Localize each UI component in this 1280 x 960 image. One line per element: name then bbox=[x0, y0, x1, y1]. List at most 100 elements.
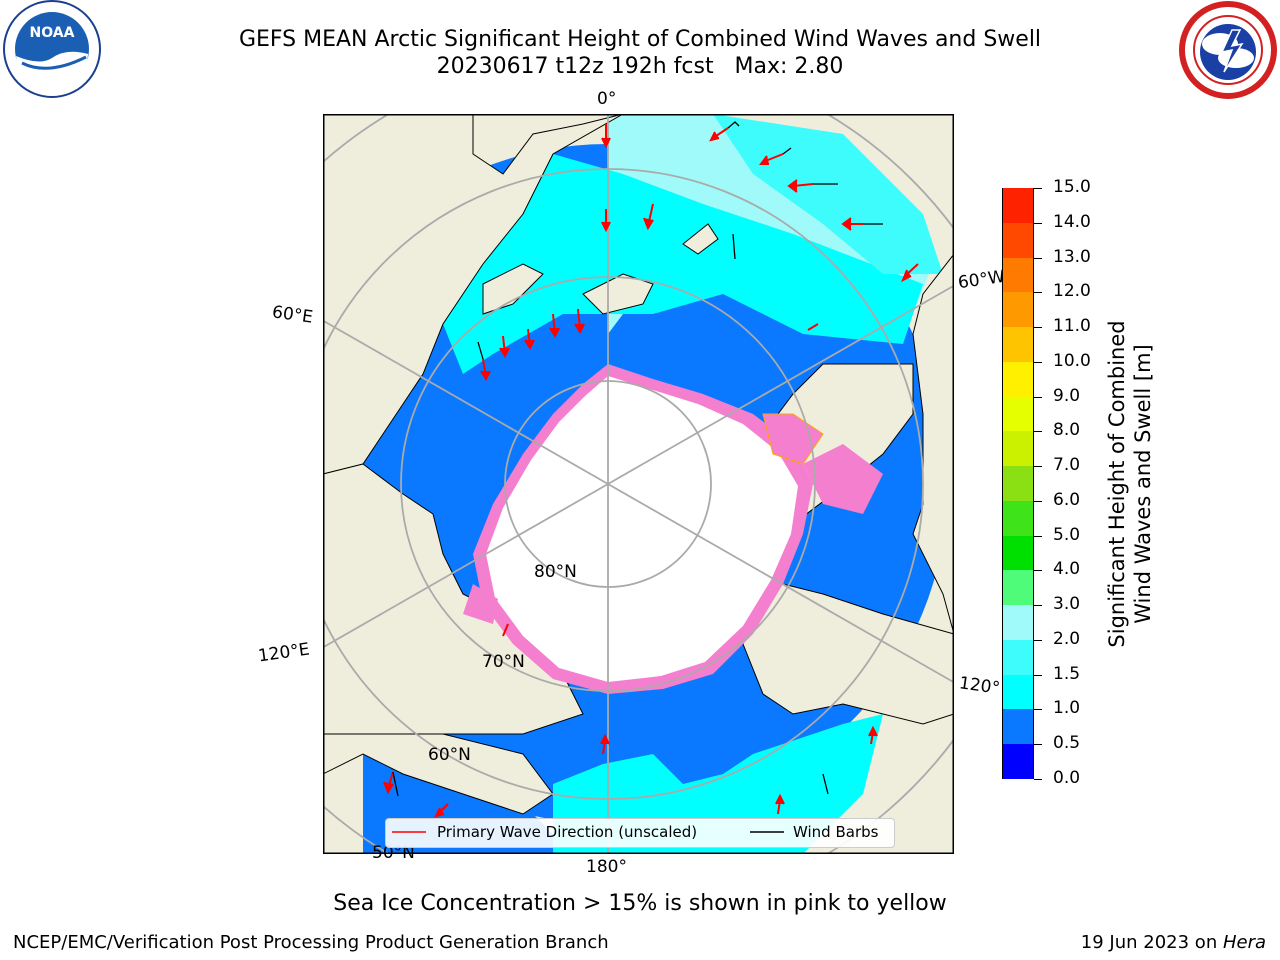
colorbar-segment bbox=[1003, 569, 1033, 606]
colorbar-tick bbox=[1034, 257, 1042, 259]
colorbar-segment bbox=[1003, 222, 1033, 258]
colorbar-tick bbox=[1034, 466, 1042, 468]
nws-logo bbox=[1179, 1, 1277, 99]
colorbar-tick bbox=[1034, 222, 1042, 224]
colorbar-tick-label: 0.0 bbox=[1053, 768, 1081, 788]
chart-title: GEFS MEAN Arctic Significant Height of C… bbox=[238, 27, 1042, 52]
colorbar-tick-label: 0.5 bbox=[1053, 733, 1081, 754]
meridian-60w bbox=[607, 284, 954, 485]
colorbar-segment bbox=[1003, 326, 1033, 362]
wave-arrow bbox=[841, 217, 863, 231]
colorbar-tick bbox=[1034, 709, 1042, 711]
colorbar-tick bbox=[1034, 292, 1042, 294]
sea-ice-baffin bbox=[763, 414, 823, 464]
colorbar-tick-label: 14.0 bbox=[1053, 211, 1091, 232]
colorbar-tick-label: 11.0 bbox=[1053, 316, 1091, 337]
meridian-120e bbox=[323, 483, 609, 649]
meridian-120w bbox=[607, 483, 954, 684]
footer-producer: NCEP/EMC/Verification Post Processing Pr… bbox=[13, 932, 609, 953]
wind-barb bbox=[477, 341, 484, 360]
colorbar-tick-label: 7.0 bbox=[1053, 455, 1081, 476]
wave-arrow bbox=[601, 209, 611, 233]
footer-host: Hera bbox=[1222, 932, 1266, 953]
colorbar-tick-label: 1.5 bbox=[1053, 663, 1081, 684]
colorbar-tick bbox=[1034, 535, 1042, 537]
footer-date-text: 19 Jun 2023 on bbox=[1080, 932, 1223, 953]
colorbar-segment bbox=[1003, 465, 1033, 501]
wave-arrow bbox=[480, 358, 491, 382]
colorbar-segment bbox=[1003, 187, 1033, 223]
lon-label-120e: 120°E bbox=[256, 639, 311, 667]
colorbar-segment bbox=[1003, 535, 1033, 571]
lon-label-60w: 60°W bbox=[956, 266, 1007, 294]
wave-arrow bbox=[574, 308, 585, 335]
colorbar-segment bbox=[1003, 674, 1033, 710]
colorbar-tick bbox=[1034, 639, 1042, 641]
wave-direction-legend-label: Primary Wave Direction (unscaled) bbox=[437, 823, 698, 841]
wave-arrow bbox=[383, 771, 394, 795]
sea-ice-archipelago bbox=[803, 444, 883, 514]
wind-barb bbox=[392, 771, 399, 797]
polar-map bbox=[323, 114, 954, 854]
land-eurasia-west bbox=[323, 114, 624, 475]
wave-arrow bbox=[775, 793, 785, 815]
wind-barb bbox=[782, 147, 792, 155]
sea-ice-core bbox=[486, 376, 798, 682]
wave-arrow bbox=[643, 203, 654, 231]
land-north-america bbox=[742, 583, 954, 725]
colorbar-tick bbox=[1034, 570, 1042, 572]
colorbar-tick-label: 1.0 bbox=[1053, 698, 1081, 719]
land-novaya-zemlya bbox=[482, 263, 544, 315]
lon-label-60e: 60°E bbox=[270, 302, 315, 328]
wind-barb-legend-line bbox=[750, 831, 784, 833]
wave-arrow bbox=[601, 124, 611, 149]
land-svalbard-small bbox=[682, 223, 719, 255]
wind-barb-legend-label: Wind Barbs bbox=[793, 823, 879, 841]
colorbar-segment bbox=[1003, 361, 1033, 397]
colorbar-tick bbox=[1034, 431, 1042, 433]
colorbar-tick-label: 5.0 bbox=[1053, 524, 1081, 545]
wave-arrow bbox=[524, 328, 535, 351]
colorbar-segment bbox=[1003, 430, 1033, 467]
colorbar-tick bbox=[1034, 188, 1042, 189]
graticule bbox=[323, 114, 954, 854]
lat-label-50n: 50°N bbox=[372, 843, 415, 863]
colorbar-segment bbox=[1003, 291, 1033, 328]
colorbar-tick bbox=[1034, 779, 1042, 780]
colorbar-tick bbox=[1034, 605, 1042, 607]
wave-arrow bbox=[807, 323, 819, 331]
colorbar-tick bbox=[1034, 361, 1042, 363]
colorbar-tick bbox=[1034, 396, 1042, 398]
colorbar bbox=[1002, 187, 1034, 779]
map-border bbox=[323, 114, 954, 854]
land-russian-far-east bbox=[323, 733, 554, 815]
ice-edge-yellow bbox=[762, 413, 824, 465]
wave-arrow bbox=[434, 803, 449, 818]
wave-arrow bbox=[502, 623, 509, 637]
noaa-logo-text: NOAA bbox=[30, 25, 75, 41]
meridian-60e bbox=[323, 319, 609, 485]
colorbar-tick-label: 4.0 bbox=[1053, 559, 1081, 580]
colorbar-tick-label: 9.0 bbox=[1053, 385, 1081, 406]
colorbar-tick-label: 13.0 bbox=[1053, 246, 1091, 267]
lat-label-70n: 70°N bbox=[482, 652, 525, 672]
wave-arrow bbox=[759, 153, 784, 165]
colorbar-tick-label: 3.0 bbox=[1053, 594, 1081, 615]
colorbar-tick bbox=[1034, 500, 1042, 502]
colorbar-segment bbox=[1003, 396, 1033, 432]
colorbar-tick-label: 8.0 bbox=[1053, 420, 1081, 441]
map-legend: Primary Wave Direction (unscaled) Wind B… bbox=[385, 818, 895, 848]
colorbar-segment bbox=[1003, 500, 1033, 536]
wind-barbs bbox=[392, 121, 883, 797]
wave-arrow bbox=[787, 179, 814, 193]
colorbar-tick bbox=[1034, 327, 1042, 329]
colorbar-segment bbox=[1003, 257, 1033, 293]
chart-subtitle: 20230617 t12z 192h fcst Max: 2.80 bbox=[436, 54, 844, 79]
wind-barb bbox=[822, 773, 829, 795]
wave-arrows bbox=[383, 124, 919, 818]
lon-label-0: 0° bbox=[597, 89, 617, 109]
lon-label-180: 180° bbox=[586, 857, 627, 877]
colorbar-tick bbox=[1034, 744, 1042, 746]
wave-arrow bbox=[709, 127, 729, 142]
wind-barb bbox=[732, 233, 736, 260]
